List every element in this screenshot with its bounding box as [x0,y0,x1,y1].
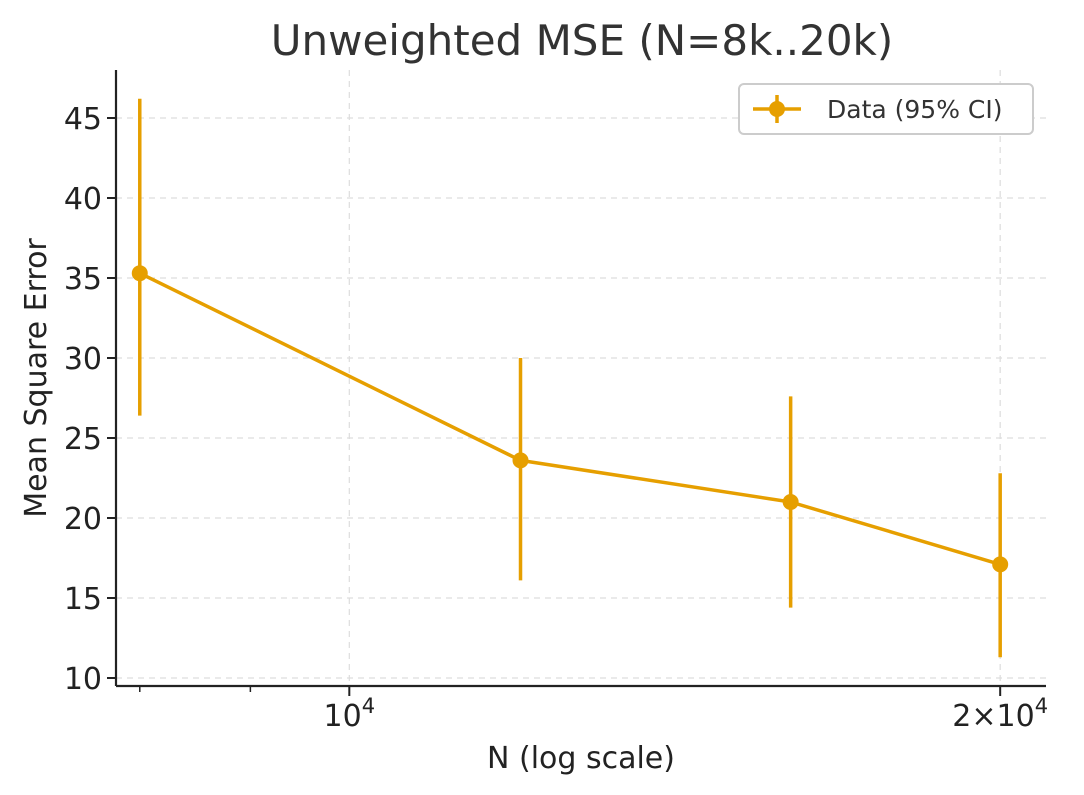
legend: Data (95% CI) [738,83,1034,135]
y-axis-label: Mean Square Error [19,238,54,518]
series-layer [131,98,1009,658]
data-point [782,494,799,510]
data-point [992,556,1009,573]
x-tick-label: 2×104 [952,694,1048,734]
y-tick-label: 20 [64,502,102,537]
grid [116,70,1046,686]
data-point [512,452,529,469]
x-tick-label: 104 [324,694,376,734]
legend-box [738,83,1034,135]
legend-marker-sample [769,101,785,117]
y-tick-label: 35 [64,262,102,297]
y-tick-label: 15 [64,582,102,617]
axes: 10 15 20 25 30 35 40 45 104 2×104 [64,70,1048,734]
x-axis-label: N (log scale) [487,741,675,776]
y-tick-label: 30 [64,342,102,377]
y-tick-label: 45 [64,102,102,137]
y-tick-label: 25 [64,422,102,457]
y-tick-label: 40 [64,182,102,217]
chart-title: Unweighted MSE (N=8k..20k) [271,16,894,65]
data-point [131,265,148,282]
legend-label: Data (95% CI) [827,95,1003,124]
y-tick-label: 10 [64,662,102,697]
series-line [139,271,1001,567]
